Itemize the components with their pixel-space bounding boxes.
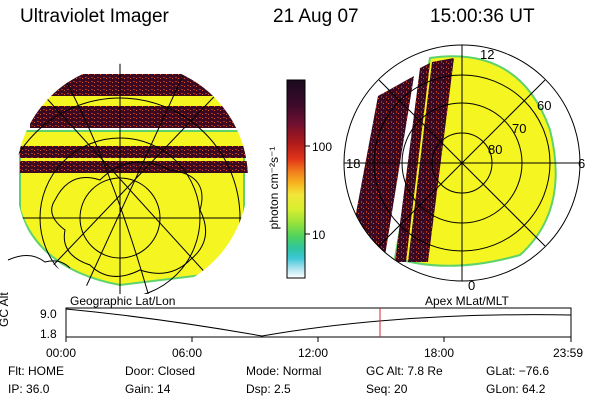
status-flight: Flt: HOME — [8, 364, 65, 378]
altitude-plot — [65, 307, 572, 342]
colorbar-tick-100: 100 — [312, 140, 333, 154]
left-aurora-band — [20, 146, 248, 158]
colorbar-unit-label: photon cm⁻²s⁻¹ — [267, 146, 281, 230]
left-aurora-band — [48, 74, 218, 96]
right-aurora-band — [408, 58, 454, 262]
header-time: 15:00:36 UT — [430, 6, 535, 27]
colorbar — [286, 79, 310, 279]
altitude-curve — [65, 308, 572, 337]
altitude-x-tick: 12:00 — [298, 346, 329, 360]
mlt-label-18: 18 — [346, 156, 361, 171]
colorbar-tick-10: 10 — [312, 228, 326, 242]
status-ip: IP: 36.0 — [8, 382, 50, 396]
mlt-label-0: 0 — [468, 278, 476, 293]
altitude-y-tick-min: 1.8 — [40, 327, 57, 341]
right-map-caption: Apex MLat/MLT — [425, 294, 509, 308]
left-aurora-band — [20, 161, 248, 173]
left-aurora-band — [30, 96, 240, 106]
altitude-y-tick-max: 9.0 — [40, 307, 57, 321]
left-aurora-band — [30, 106, 240, 128]
mlat-label-70: 70 — [512, 121, 527, 136]
altitude-x-tick: 23:59 — [553, 346, 584, 360]
status-gc-alt: GC Alt: 7.8 Re — [366, 364, 443, 378]
altitude-y-label: GC Alt — [0, 292, 11, 327]
status-glon: GLon: 64.2 — [486, 382, 546, 396]
altitude-x-tick: 06:00 — [172, 346, 203, 360]
status-glat: GLat: −76.6 — [486, 364, 550, 378]
status-door: Door: Closed — [125, 364, 196, 378]
mlat-label-60: 60 — [537, 98, 552, 113]
left-map-caption: Geographic Lat/Lon — [70, 294, 176, 308]
coastline — [51, 161, 207, 277]
right-aurora-band — [350, 76, 414, 262]
mlt-label-12: 12 — [480, 47, 495, 62]
geographic-map — [7, 63, 248, 294]
header-date: 21 Aug 07 — [273, 6, 359, 27]
instrument-title: Ultraviolet Imager — [20, 6, 169, 27]
status-dsp: Dsp: 2.5 — [246, 382, 291, 396]
mlat-label-80: 80 — [488, 142, 503, 157]
status-seq: Seq: 20 — [366, 382, 408, 396]
status-gain: Gain: 14 — [125, 382, 171, 396]
status-mode: Mode: Normal — [246, 364, 322, 378]
altitude-x-tick: 00:00 — [46, 346, 77, 360]
magnetic-map — [343, 44, 581, 282]
altitude-x-tick: 18:00 — [424, 346, 455, 360]
mlt-label-6: 6 — [578, 156, 586, 171]
